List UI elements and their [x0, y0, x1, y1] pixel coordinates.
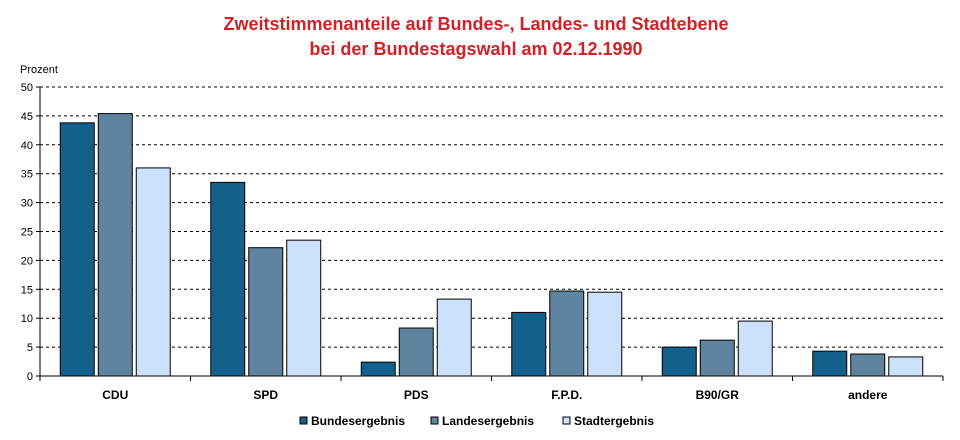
bar-spd-landesergebnis — [248, 247, 284, 377]
bar-cdu-bundesergebnis — [59, 122, 95, 377]
y-tick-label: 30 — [21, 198, 33, 210]
x-tick-label: SPD — [253, 388, 278, 402]
y-axis-label: Prozent — [20, 64, 58, 76]
bar-fpd-bundesergebnis — [511, 311, 547, 377]
x-tick-label: F.P.D. — [551, 388, 582, 402]
y-axis-ticks: 0 5 10 15 20 25 30 35 40 45 50 — [21, 82, 40, 383]
y-tick-label: 10 — [21, 313, 33, 325]
x-tick-label: CDU — [102, 388, 128, 402]
legend-swatch — [430, 416, 439, 425]
bar-fpd-landesergebnis — [549, 290, 585, 377]
x-axis — [39, 87, 944, 381]
legend-item: Landesergebnis — [430, 414, 534, 428]
legend-swatch — [562, 416, 571, 425]
x-tick-label: PDS — [404, 388, 429, 402]
x-tick-label: andere — [848, 388, 888, 402]
x-tick-label: B90/GR — [696, 388, 740, 402]
legend-label: Landesergebnis — [442, 414, 534, 428]
y-tick-label: 20 — [21, 255, 33, 267]
legend-label: Stadtergebnis — [574, 414, 654, 428]
bar-b90gr-bundesergebnis — [661, 346, 697, 377]
bar-pds-bundesergebnis — [360, 361, 396, 377]
legend-swatch — [299, 416, 308, 425]
bar-pds-stadtergebnis — [436, 298, 472, 377]
bar-pds-landesergebnis — [398, 327, 434, 377]
bar-spd-bundesergebnis — [210, 181, 246, 377]
y-tick-label: 15 — [21, 284, 33, 296]
chart-title-line-1: Zweitstimmenanteile auf Bundes-, Landes-… — [223, 14, 728, 34]
chart-title: Zweitstimmenanteile auf Bundes-, Landes-… — [223, 14, 728, 59]
bar-cdu-landesergebnis — [97, 113, 133, 377]
chart-title-line-2: bei der Bundestagswahl am 02.12.1990 — [309, 39, 642, 59]
bars — [59, 113, 924, 377]
y-tick-label: 25 — [21, 227, 33, 239]
bar-fpd-stadtergebnis — [587, 291, 623, 377]
x-axis-labels: CDU SPD PDS F.P.D. B90/GR andere — [102, 388, 887, 402]
y-tick-label: 5 — [27, 342, 33, 354]
legend-item: Bundesergebnis — [299, 414, 405, 428]
legend-item: Stadtergebnis — [562, 414, 654, 428]
y-tick-label: 40 — [21, 140, 33, 152]
legend-label: Bundesergebnis — [311, 414, 405, 428]
legend: Bundesergebnis Landesergebnis Stadtergebni… — [299, 414, 654, 428]
y-tick-label: 45 — [21, 111, 33, 123]
bar-spd-stadtergebnis — [286, 239, 322, 377]
bar-andere-stadtergebnis — [888, 356, 924, 377]
y-tick-label: 50 — [21, 82, 33, 94]
y-tick-label: 35 — [21, 169, 33, 181]
bar-b90gr-landesergebnis — [699, 339, 735, 377]
bar-andere-bundesergebnis — [812, 350, 848, 377]
bar-b90gr-stadtergebnis — [737, 320, 773, 377]
bar-cdu-stadtergebnis — [135, 167, 171, 377]
y-tick-label: 0 — [27, 371, 33, 383]
gridlines — [40, 86, 943, 348]
bar-andere-landesergebnis — [850, 353, 886, 377]
